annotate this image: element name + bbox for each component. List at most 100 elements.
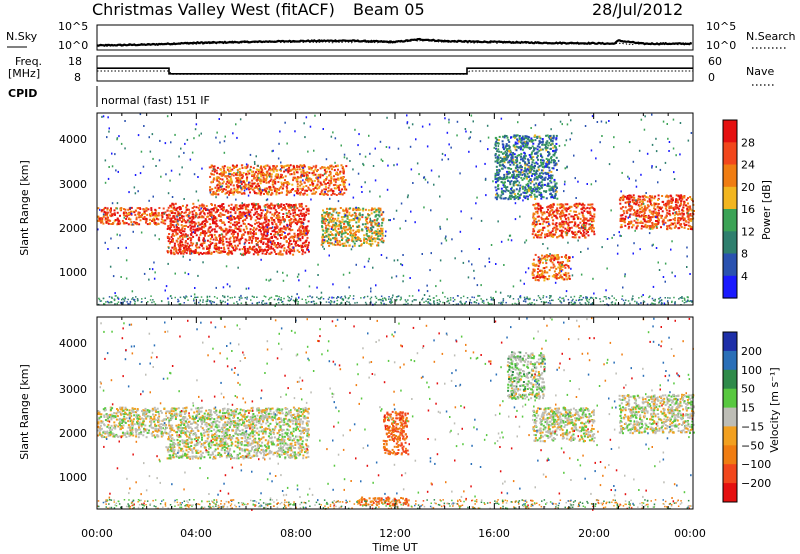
scatter-cell <box>529 186 532 189</box>
scatter-cell <box>300 225 303 228</box>
scatter-cell <box>219 204 221 207</box>
scatter-cell <box>253 175 255 178</box>
scatter-cell <box>327 221 330 224</box>
scatter-cell <box>307 186 310 189</box>
scatter-cell <box>549 193 552 196</box>
scatter-cell <box>271 217 274 219</box>
scatter-cell <box>516 169 519 172</box>
scatter-cell <box>657 221 660 224</box>
scatter-cell <box>307 209 310 212</box>
scatter-cell <box>536 188 538 190</box>
scatter-cell <box>520 168 523 171</box>
scatter-cell <box>546 134 549 137</box>
scatter-cell <box>289 204 292 207</box>
scatter-cell <box>123 222 126 225</box>
scatter-cell <box>341 166 344 169</box>
noise-panel: N.Sky 10^5 10^0 10^5 10^0 N.Search <box>6 20 796 52</box>
scatter-cell <box>276 246 279 249</box>
scatter-cell <box>168 214 171 217</box>
scatter-cell <box>145 219 148 222</box>
scatter-cell <box>570 221 573 224</box>
scatter-cell <box>651 225 654 228</box>
scatter-cell <box>228 252 231 255</box>
scatter-cell <box>280 208 283 211</box>
scatter-cell <box>367 209 370 212</box>
scatter-cell <box>521 178 524 181</box>
scatter-cell <box>640 227 643 230</box>
scatter-cell <box>235 226 238 229</box>
scatter-cell <box>525 169 528 172</box>
scatter-cell <box>242 233 245 236</box>
scatter-cell <box>555 182 558 185</box>
scatter-cell <box>185 252 188 255</box>
scatter-cell <box>236 216 238 219</box>
scatter-cell <box>648 225 651 228</box>
scatter-cell <box>564 255 567 258</box>
scatter-cell <box>299 244 302 247</box>
scatter-cell <box>206 239 209 242</box>
scatter-cell <box>305 229 308 232</box>
scatter-cell <box>541 254 543 257</box>
scatter-cell <box>303 228 306 231</box>
scatter-cell <box>338 220 341 223</box>
scatter-cell <box>259 222 261 225</box>
scatter-cell <box>262 243 265 245</box>
scatter-cell <box>152 212 155 215</box>
scatter-cell <box>265 217 268 220</box>
scatter-cell <box>521 148 524 151</box>
scatter-cell <box>195 246 198 249</box>
scatter-cell <box>220 188 223 191</box>
scatter-cell <box>255 221 258 224</box>
scatter-cell <box>286 187 289 189</box>
scatter-cell <box>138 213 141 216</box>
scatter-cell <box>675 194 678 197</box>
scatter-cell <box>243 249 246 252</box>
scatter-cell <box>333 219 336 222</box>
scatter-cell <box>496 169 498 172</box>
scatter-cell <box>632 224 635 227</box>
scatter-cell <box>250 224 253 227</box>
scatter-cell <box>256 174 259 177</box>
scatter-cell <box>262 176 265 179</box>
scatter-cell <box>552 167 555 170</box>
scatter-cell <box>513 180 516 183</box>
scatter-cell <box>381 237 384 240</box>
scatter-cell <box>518 161 521 164</box>
scatter-cell <box>132 210 135 213</box>
scatter-cell <box>253 213 256 216</box>
scatter-cell <box>537 204 540 207</box>
scatter-cell <box>334 238 337 241</box>
scatter-cell <box>126 215 129 218</box>
scatter-cell <box>269 253 272 255</box>
scatter-cell <box>348 220 351 223</box>
scatter-cell <box>550 257 553 260</box>
scatter-cell <box>248 210 251 213</box>
scatter-cell <box>259 182 262 185</box>
scatter-cell <box>589 219 592 222</box>
scatter-cell <box>169 210 172 213</box>
scatter-cell <box>262 209 264 212</box>
scatter-cell <box>275 189 278 192</box>
scatter-cell <box>629 205 632 208</box>
scatter-cell <box>573 218 576 221</box>
scatter-cell <box>278 228 281 231</box>
scatter-cell <box>352 229 355 232</box>
scatter-cell <box>334 207 337 210</box>
scatter-cell <box>333 178 336 181</box>
scatter-cell <box>640 200 643 203</box>
scatter-cell <box>533 167 536 169</box>
scatter-cell <box>295 242 298 245</box>
scatter-cell <box>546 178 549 181</box>
scatter-cell <box>549 135 552 137</box>
scatter-cell <box>219 215 222 218</box>
scatter-cell <box>378 211 381 214</box>
scatter-cell <box>537 279 540 282</box>
scatter-cell <box>366 226 369 229</box>
scatter-cell <box>556 169 558 171</box>
scatter-cell <box>553 259 556 262</box>
scatter-cell <box>203 213 206 216</box>
scatter-cell <box>204 218 207 221</box>
scatter-cell <box>212 165 215 168</box>
scatter-cell <box>681 197 684 200</box>
scatter-cell <box>196 246 199 249</box>
